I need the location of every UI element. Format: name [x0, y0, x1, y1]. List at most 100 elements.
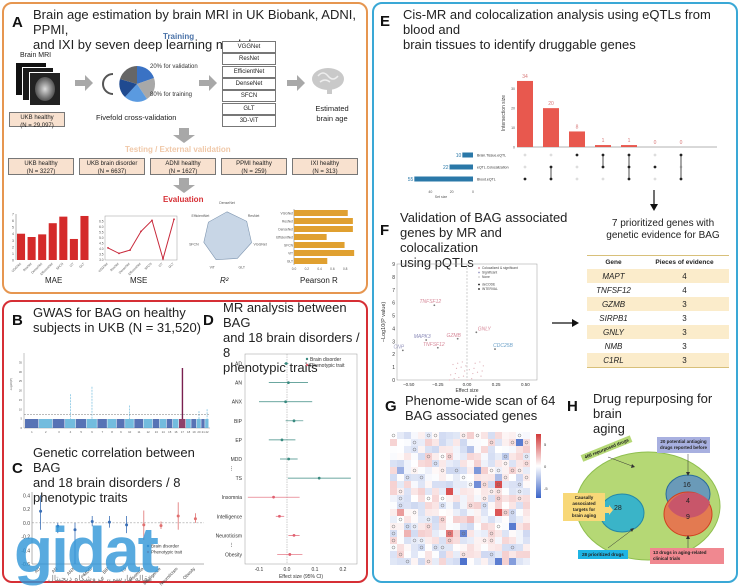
heatmap-cell [467, 481, 474, 488]
heatmap-cell [411, 446, 418, 453]
heatmap-cell [502, 502, 509, 509]
heatmap-cell [488, 558, 495, 565]
significance-marker [433, 461, 438, 466]
pearson-bar [294, 250, 355, 256]
mse-point [107, 247, 109, 249]
x-tick-label: ViT [158, 262, 164, 268]
matrix-dot-off [575, 165, 579, 169]
heatmap-cell [495, 439, 502, 446]
panel-f-title-line1: Validation of BAG associated [400, 210, 568, 225]
venn-count-prioritized: 28 [614, 505, 622, 512]
heatmap-cell [523, 439, 530, 446]
estimated-label-line1: Estimated [315, 104, 349, 113]
heatmap-cell [516, 474, 523, 481]
pie-slice-validation [137, 65, 154, 84]
heatmap-cell [495, 509, 502, 516]
significance-marker [496, 468, 501, 473]
legend-label-brain: Brain disorder [151, 544, 180, 549]
heatmap-cell [397, 537, 404, 544]
heatmap-cell [509, 551, 516, 558]
intersection-bar [569, 131, 585, 147]
panel-c-title: Genetic correlation between BAG and 18 b… [33, 445, 223, 505]
row-label: Neuroticism [216, 533, 242, 539]
heatmap-cell [439, 446, 446, 453]
test-set-name: PPMI healthy [236, 161, 272, 167]
heatmap-cell [446, 502, 453, 509]
heatmap-cell [481, 544, 488, 551]
heatmap-cell [439, 544, 446, 551]
heatmap-cell [425, 439, 432, 446]
table-row: GZMB 3 [587, 297, 729, 311]
panel-f-title-line2: genes by MR and colocalization [400, 225, 502, 255]
heatmap-cell [404, 551, 411, 558]
significance-marker [440, 517, 445, 522]
chromosome-block [143, 419, 153, 428]
intersection-value: 0 [680, 140, 683, 146]
gene-name: TNFSF12 [596, 285, 631, 295]
heatmap-cell [460, 439, 467, 446]
null-point [453, 378, 455, 380]
set-size-value: 22 [443, 165, 449, 171]
heatmap-cell [390, 551, 397, 558]
chromosome-label: 18 [187, 430, 191, 434]
table-row: C1RL 3 [587, 353, 729, 367]
heatmap-cell [439, 551, 446, 558]
chromosome-label: 7 [102, 430, 104, 434]
heatmap-cell [446, 544, 453, 551]
significance-marker [398, 517, 403, 522]
panel-a-title-line1: Brain age estimation by brain MRI in UK … [33, 7, 356, 37]
row-label: AN [235, 381, 242, 387]
significance-marker [412, 510, 417, 515]
heatmap-cell [509, 502, 516, 509]
significance-marker [482, 482, 487, 487]
heatmap-cell [509, 523, 516, 530]
heatmap-cell [481, 537, 488, 544]
evidence-count: 3 [682, 355, 687, 365]
null-point [464, 370, 466, 372]
estimate-point [287, 381, 290, 385]
significance-marker [398, 552, 403, 557]
set-name-label: Brain.Tissue.eQTL [477, 154, 506, 158]
panel-e-title-line1: Cis-MR and colocalization analysis using… [403, 7, 711, 37]
heatmap-cell [516, 516, 523, 523]
arrow-right-icon [75, 75, 93, 91]
mae-bar [17, 233, 26, 260]
significance-marker [461, 531, 466, 536]
brain-scan-icon [35, 77, 55, 101]
heatmap-cell [481, 502, 488, 509]
mri-slice-3 [29, 72, 61, 106]
heatmap-cell [460, 551, 467, 558]
panel-c-title-line1: Genetic correlation between BAG [33, 445, 195, 475]
chromosome-label: 10 [128, 430, 132, 434]
heatmap-cell [495, 453, 502, 460]
heatmap-cell [474, 432, 481, 439]
chromosome-label: 5 [80, 430, 82, 434]
causal-line4: brain aging [571, 513, 597, 518]
heatmap-cell [432, 453, 439, 460]
panel-e-title: Cis-MR and colocalization analysis using… [403, 7, 738, 52]
heatmap-cell [467, 495, 474, 502]
heatmap-cell [418, 495, 425, 502]
chromosome-block [185, 419, 191, 428]
y-tick-label: 5 [12, 226, 14, 230]
heatmap-cell [474, 481, 481, 488]
heatmap-cell [397, 453, 404, 460]
r2-axis-label: GLT [238, 266, 245, 270]
heatmap-cell [439, 439, 446, 446]
significance-marker [510, 468, 515, 473]
arrow-right-icon [604, 505, 613, 515]
significance-marker [447, 538, 452, 543]
heatmap-cell [523, 509, 530, 516]
set-size-tick: 40 [428, 190, 432, 194]
gene-label: TNFSF12 [419, 299, 441, 305]
heatmap-cell [474, 474, 481, 481]
set-name-label: eQTL.Colocalization [477, 166, 509, 170]
table-row: NMB 3 [587, 339, 729, 353]
heatmap-cell [446, 481, 453, 488]
y-tick-label: 7 [392, 288, 395, 294]
heatmap-cell [453, 509, 460, 516]
heatmap-cell [411, 523, 418, 530]
test-set-n: (N = 313) [312, 169, 338, 175]
heatmap-cell [411, 544, 418, 551]
y-tick-label: 7 [12, 213, 14, 217]
